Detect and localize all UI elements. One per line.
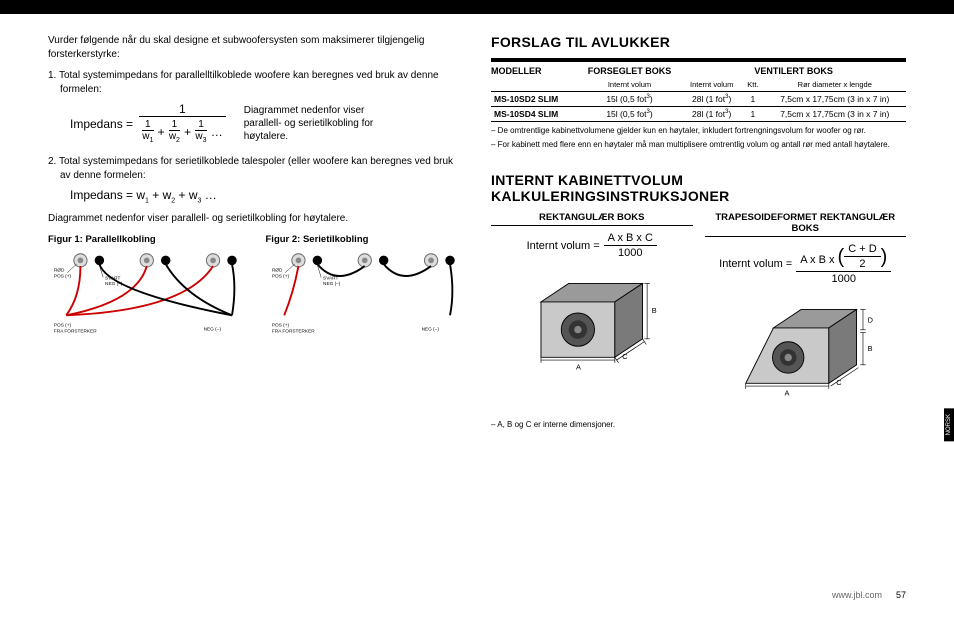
table-row: MS-10SD2 SLIM 15l (0,5 fot3) 28l (1 fot3… xyxy=(491,92,906,107)
rect-box-diagram: A B C xyxy=(491,265,693,385)
svg-text:B: B xyxy=(867,344,872,353)
col-vented: VENTILERT BOKS xyxy=(681,64,906,78)
fig2-title: Figur 2: Serietilkobling xyxy=(266,234,464,245)
table-top-rule xyxy=(491,58,906,62)
svg-text:FRA FORSTERKER: FRA FORSTERKER xyxy=(271,328,314,334)
table-note-2: – For kabinett med flere enn en høytaler… xyxy=(491,140,906,150)
right-column: FORSLAG TIL AVLUKKER MODELLER FORSEGLET … xyxy=(491,34,906,429)
rect-box-calc: REKTANGULÆR BOKS Internt volum = A x B x… xyxy=(491,212,693,414)
figure-1: Figur 1: Parallellkobling xyxy=(48,234,246,342)
parallel-formula-row: Impedans = 1 1w1 + 1w2 + 1w3 … Diagramme… xyxy=(70,102,463,145)
enclosure-heading: FORSLAG TIL AVLUKKER xyxy=(491,34,906,50)
svg-text:C: C xyxy=(622,352,628,361)
svg-text:NEG (–): NEG (–) xyxy=(204,326,222,332)
formula-list: 1. Total systemimpedans for parallelltil… xyxy=(48,69,463,96)
denominator-row: 1w1 + 1w2 + 1w3 … xyxy=(142,117,223,145)
rect-title: REKTANGULÆR BOKS xyxy=(491,212,693,226)
svg-text:FRA FORSTERKER: FRA FORSTERKER xyxy=(54,328,97,334)
enclosure-table: MODELLER FORSEGLET BOKS VENTILERT BOKS I… xyxy=(491,64,906,122)
impedans-label: Impedans = xyxy=(70,117,133,131)
list-item-1: 1. Total systemimpedans for parallelltil… xyxy=(48,69,463,96)
calc-heading: INTERNT KABINETTVOLUM KALKULERINGSINSTRU… xyxy=(491,172,906,204)
svg-text:SVART: SVART xyxy=(105,275,120,281)
trap-title: TRAPESOIDEFORMET REKTANGULÆR BOKS xyxy=(705,212,907,237)
parallel-formula: Impedans = 1 1w1 + 1w2 + 1w3 … xyxy=(70,102,226,145)
svg-text:POS (+): POS (+) xyxy=(271,323,289,329)
series-formula: Impedans = w1 + w2 + w3 … xyxy=(70,188,463,204)
table-note-1: – De omtrentlige kabinettvolumene gjelde… xyxy=(491,126,906,136)
trap-formula: Internt volum = A x B x ( C + D2 ) 1000 xyxy=(705,243,907,285)
formula-list-2: 2. Total systemimpedans for serietilkobl… xyxy=(48,155,463,182)
abc-note: – A, B og C er interne dimensjoner. xyxy=(491,420,906,429)
language-tab: NORSK xyxy=(944,408,954,441)
svg-text:D: D xyxy=(867,316,872,325)
page-number: 57 xyxy=(896,590,906,600)
figure-2: Figur 2: Serietilkobling xyxy=(266,234,464,342)
svg-text:NEG (–): NEG (–) xyxy=(105,281,123,287)
table-subheader-row: Internt volum Internt volum Ktt. Rør dia… xyxy=(491,78,906,92)
list-item-2: 2. Total systemimpedans for serietilkobl… xyxy=(48,155,463,182)
top-black-bar xyxy=(0,0,954,14)
series-wiring-diagram: RØD POS (+) SVART NEG (–) POS (+) FRA FO… xyxy=(266,249,464,339)
svg-text:POS (+): POS (+) xyxy=(54,323,72,329)
svg-text:RØD: RØD xyxy=(54,268,65,274)
calc-columns: REKTANGULÆR BOKS Internt volum = A x B x… xyxy=(491,212,906,414)
svg-text:A: A xyxy=(784,389,789,398)
col-sealed: FORSEGLET BOKS xyxy=(578,64,681,78)
rect-formula: Internt volum = A x B x C 1000 xyxy=(491,232,693,259)
page-footer: www.jbl.com 57 xyxy=(832,590,906,600)
series-note: Diagrammet nedenfor viser parallell- og … xyxy=(48,212,463,226)
table-row: MS-10SD4 SLIM 15l (0,5 fot3) 28l (1 fot3… xyxy=(491,107,906,122)
svg-text:A: A xyxy=(576,362,581,371)
numerator-1: 1 xyxy=(139,102,226,117)
svg-text:RØD: RØD xyxy=(271,268,282,274)
intro-text: Vurder følgende når du skal designe et s… xyxy=(48,34,463,61)
parallel-wiring-diagram: RØD POS (+) SVART NEG (–) POS (+) FRA FO… xyxy=(48,249,246,339)
svg-text:SVART: SVART xyxy=(323,275,338,281)
svg-text:C: C xyxy=(836,379,842,388)
figures-row: Figur 1: Parallellkobling xyxy=(48,234,463,342)
svg-text:B: B xyxy=(652,306,657,315)
footer-url: www.jbl.com xyxy=(832,590,882,600)
svg-text:POS (+): POS (+) xyxy=(271,273,289,279)
col-models: MODELLER xyxy=(491,64,578,78)
table-header-row: MODELLER FORSEGLET BOKS VENTILERT BOKS xyxy=(491,64,906,78)
fig1-title: Figur 1: Parallellkobling xyxy=(48,234,246,245)
big-fraction: 1 1w1 + 1w2 + 1w3 … xyxy=(139,102,226,145)
svg-text:NEG (–): NEG (–) xyxy=(421,326,439,332)
left-column: Vurder følgende når du skal designe et s… xyxy=(48,34,463,429)
trap-box-diagram: A B D C xyxy=(705,291,907,411)
page-content: Vurder følgende når du skal designe et s… xyxy=(0,14,954,429)
trap-box-calc: TRAPESOIDEFORMET REKTANGULÆR BOKS Intern… xyxy=(705,212,907,414)
svg-text:POS (+): POS (+) xyxy=(54,273,72,279)
svg-text:NEG (–): NEG (–) xyxy=(323,281,341,287)
parallel-side-note: Diagrammet nedenfor viser parallell- og … xyxy=(244,104,394,143)
